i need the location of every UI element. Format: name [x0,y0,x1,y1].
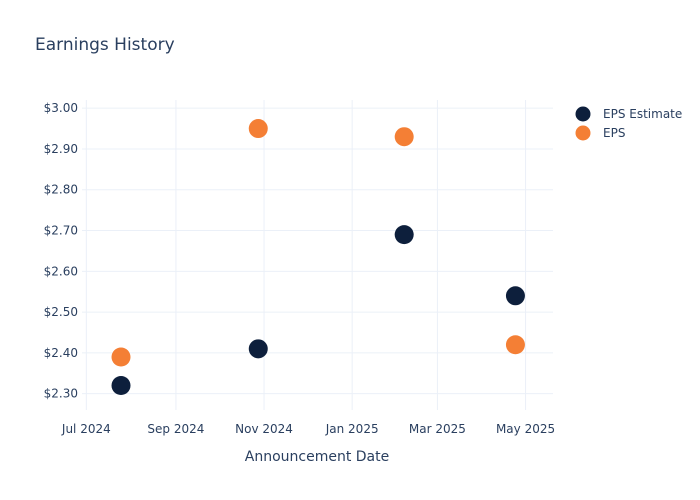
y-tick-label: $2.30 [44,387,78,401]
chart-title: Earnings History [35,35,175,55]
y-tick-label: $2.90 [44,142,78,156]
scatter-point[interactable] [111,347,131,367]
x-tick-label: May 2025 [496,422,555,436]
legend-label: EPS Estimate [603,107,682,121]
x-axis-tick-labels: Jul 2024 Sep 2024 Nov 2024 Jan 2025 Mar 2025… [61,422,555,436]
scatter-point[interactable] [111,376,131,396]
x-tick-label: Jan 2025 [325,422,379,436]
y-tick-label: $2.60 [44,264,78,278]
scatter-point[interactable] [394,127,414,147]
x-tick-label: Nov 2024 [235,422,293,436]
scatter-point[interactable] [505,286,525,306]
x-tick-label: Sep 2024 [147,422,204,436]
scatter-point[interactable] [248,119,268,139]
legend-marker [575,125,591,141]
y-tick-label: $3.00 [44,101,78,115]
legend: EPS Estimate EPS [575,106,682,141]
x-axis-title: Announcement Date [245,449,389,465]
legend-label: EPS [603,126,625,140]
scatter-point[interactable] [248,339,268,359]
grid-lines [82,100,553,410]
legend-marker [575,106,591,122]
x-tick-label: Jul 2024 [61,422,111,436]
scatter-point[interactable] [394,225,414,245]
y-tick-label: $2.80 [44,183,78,197]
y-tick-label: $2.50 [44,305,78,319]
y-axis-tick-labels: $2.30 $2.40 $2.50 $2.60 $2.70 $2.80 $2.90 $3.00 [44,101,78,401]
x-tick-label: Mar 2025 [409,422,466,436]
y-tick-label: $2.70 [44,224,78,238]
scatter-point[interactable] [505,335,525,355]
data-points [111,119,525,396]
y-tick-label: $2.40 [44,346,78,360]
